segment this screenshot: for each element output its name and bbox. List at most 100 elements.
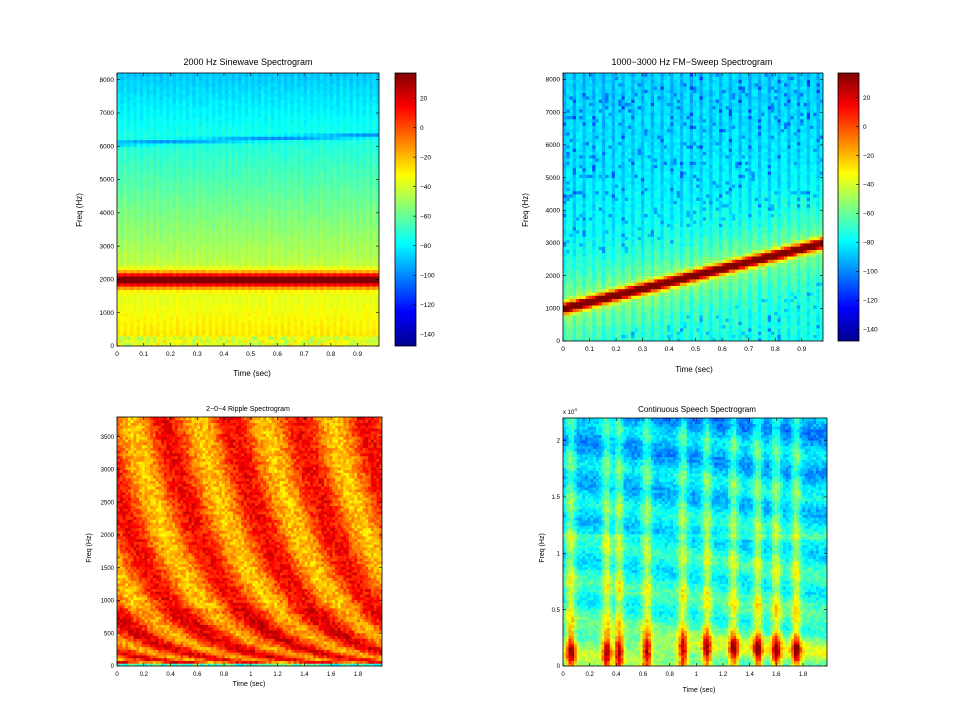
spectrogram-cell <box>248 73 252 77</box>
spectrogram-cell <box>251 302 256 307</box>
spectrogram-cell <box>290 146 295 151</box>
spectrogram-cell <box>149 279 154 284</box>
spectrogram-cell <box>287 249 292 254</box>
spectrogram-cell <box>264 86 269 91</box>
spectrogram-cell <box>205 239 210 244</box>
spectrogram-cell <box>248 146 252 151</box>
spectrogram-cell <box>159 166 164 171</box>
spectrogram-cell <box>185 229 190 234</box>
spectrogram-cell <box>270 336 275 340</box>
spectrogram-cell <box>257 112 262 117</box>
spectrogram-cell <box>284 219 288 224</box>
spectrogram-cell <box>211 169 216 174</box>
spectrogram-cell <box>146 99 151 104</box>
spectrogram-cell <box>117 119 121 124</box>
spectrogram-cell <box>205 149 210 154</box>
spectrogram-cell <box>221 152 226 157</box>
spectrogram-cell <box>153 226 157 230</box>
spectrogram-cell <box>139 132 144 137</box>
spectrogram-cell <box>218 202 223 207</box>
spectrogram-cell <box>293 92 298 97</box>
spectrogram-cell <box>221 292 226 297</box>
spectrogram-cell <box>280 276 285 280</box>
spectrogram-cell <box>267 249 272 254</box>
spectrogram-cell <box>208 89 213 94</box>
spectrogram-cell <box>277 216 282 220</box>
spectrogram-cell <box>225 169 229 174</box>
spectrogram-cell <box>280 146 285 151</box>
spectrogram-cell <box>159 319 164 324</box>
spectrogram-cell <box>303 189 308 194</box>
spectrogram-cell <box>297 199 301 204</box>
spectrogram-cell <box>274 319 278 324</box>
spectrogram-cell <box>218 142 223 147</box>
spectrogram-cell <box>221 126 226 131</box>
spectrogram-cell <box>231 279 236 284</box>
spectrogram-cell <box>280 272 285 277</box>
spectrogram-cell <box>169 159 174 164</box>
spectrogram-cell <box>238 209 242 214</box>
spectrogram-cell <box>248 212 252 217</box>
spectrogram-cell <box>120 272 125 277</box>
spectrogram-cell <box>136 229 141 234</box>
spectrogram-cell <box>182 89 187 94</box>
spectrogram-cell <box>202 339 206 344</box>
spectrogram-cell <box>251 122 256 127</box>
spectrogram-cell <box>261 132 265 137</box>
spectrogram-cell <box>234 89 239 94</box>
spectrogram-cell <box>251 176 256 181</box>
spectrogram-cell <box>310 76 314 81</box>
spectrogram-cell <box>117 262 121 267</box>
spectrogram-cell <box>287 309 292 314</box>
spectrogram-cell <box>231 302 236 307</box>
spectrogram-cell <box>146 202 151 207</box>
spectrogram-cell <box>120 212 125 217</box>
spectrogram-cell <box>290 266 295 270</box>
spectrogram-cell <box>257 166 262 171</box>
spectrogram-cell <box>218 306 223 310</box>
spectrogram-cell <box>205 236 210 240</box>
spectrogram-cell <box>228 82 233 87</box>
spectrogram-cell <box>143 119 147 124</box>
spectrogram-cell <box>208 229 213 234</box>
spectrogram-cell <box>310 209 314 214</box>
spectrogram-cell <box>218 299 223 304</box>
spectrogram-cell <box>270 96 275 101</box>
spectrogram-cell <box>202 219 206 224</box>
spectrogram-cell <box>130 326 134 330</box>
spectrogram-cell <box>202 216 206 220</box>
spectrogram-cell <box>218 166 223 171</box>
spectrogram-cell <box>306 156 311 161</box>
spectrogram-cell <box>153 322 157 327</box>
spectrogram-cell <box>313 272 318 277</box>
spectrogram-cell <box>277 329 282 334</box>
spectrogram-cell <box>221 92 226 97</box>
spectrogram-cell <box>221 129 226 134</box>
spectrogram-cell <box>277 256 282 260</box>
spectrogram-cell <box>185 172 190 177</box>
spectrogram-cell <box>221 239 226 244</box>
spectrogram-cell <box>123 252 128 257</box>
spectrogram-cell <box>189 216 193 220</box>
spectrogram-cell <box>274 82 278 87</box>
spectrogram-cell <box>159 249 164 254</box>
spectrogram-cell <box>159 312 164 317</box>
spectrogram-cell <box>117 96 121 101</box>
spectrogram-cell <box>130 229 134 234</box>
spectrogram-cell <box>133 112 138 117</box>
spectrogram-cell <box>310 242 314 247</box>
spectrogram-cell <box>195 269 200 274</box>
spectrogram-cell <box>139 182 144 187</box>
spectrogram-cell <box>136 142 141 147</box>
spectrogram-cell <box>211 336 216 340</box>
spectrogram-cell <box>261 139 265 144</box>
spectrogram-cell <box>300 336 305 340</box>
spectrogram-cell <box>117 179 121 184</box>
spectrogram-cell <box>166 256 170 260</box>
spectrogram-cell <box>293 122 298 127</box>
spectrogram-cell <box>290 202 295 207</box>
spectrogram-cell <box>215 246 220 250</box>
spectrogram-cell <box>117 106 121 111</box>
spectrogram-cell <box>274 322 278 327</box>
spectrogram-cell <box>117 272 121 277</box>
